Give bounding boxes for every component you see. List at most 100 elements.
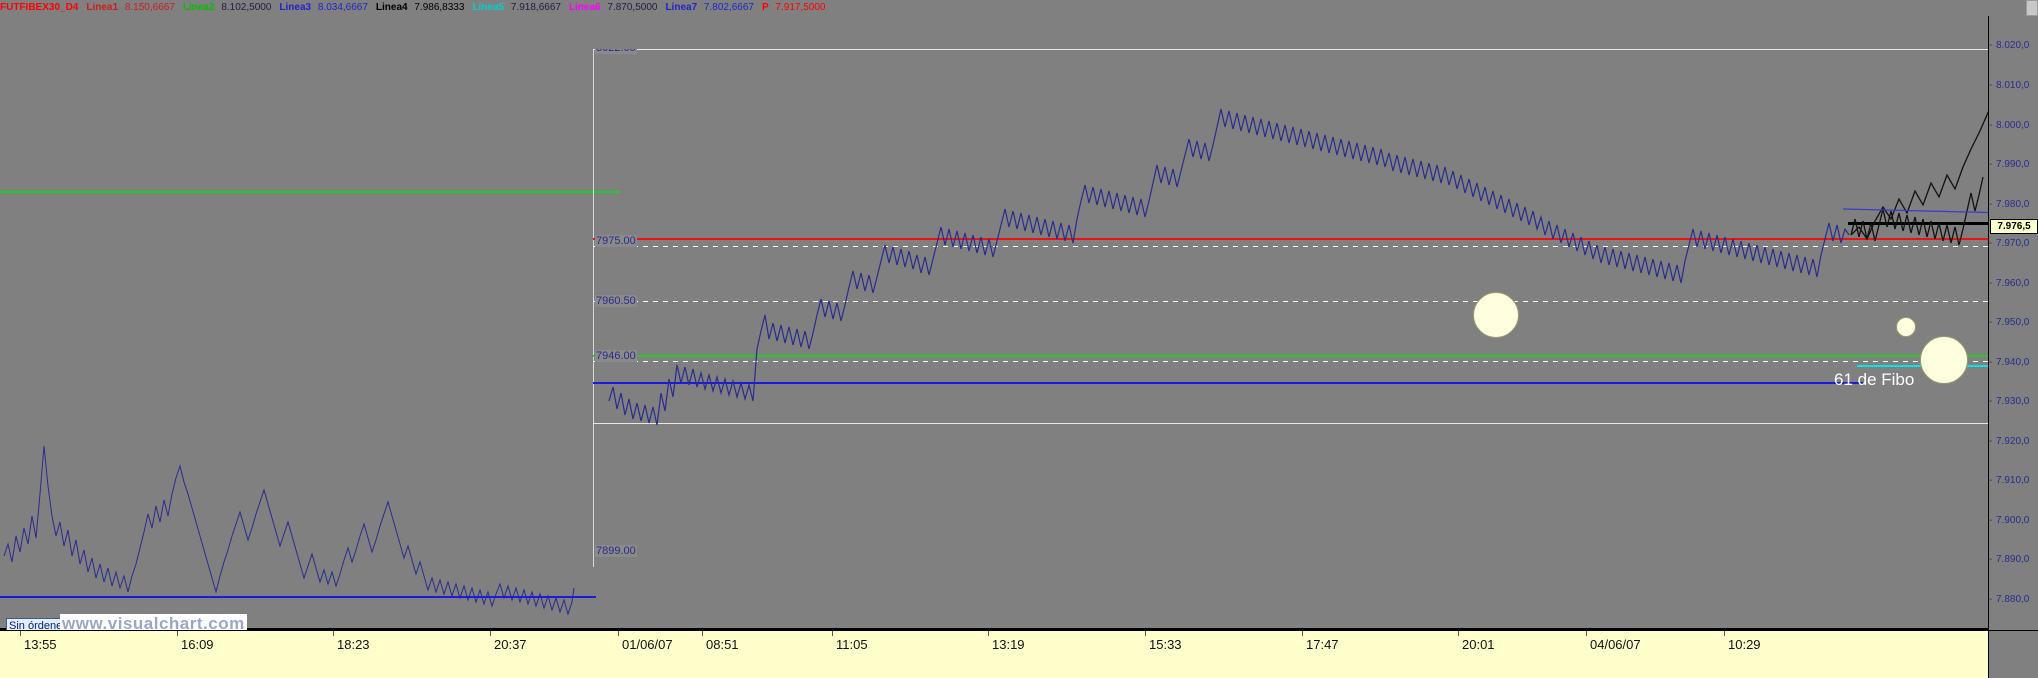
- recent-price-series: [1850, 176, 1984, 246]
- time-axis-tick-label: 13:55: [24, 637, 57, 652]
- subwindow-bottom-rule: [593, 423, 1988, 424]
- fibo-annotation-label: 61 de Fibo: [1834, 370, 1915, 389]
- indicator-legend-item[interactable]: Linea6 7.870,5000: [569, 2, 662, 13]
- price-axis-tick: -7.940,0: [1989, 357, 2030, 368]
- time-axis-tick-label: 11:05: [836, 637, 868, 652]
- time-axis-tick-label: 13:19: [992, 637, 1025, 652]
- time-axis-tick-mark: [1724, 631, 1725, 636]
- level-line-7975: [593, 246, 1988, 247]
- price-tag-7960: 7960.50: [595, 295, 637, 307]
- time-axis-tick-mark: [177, 631, 178, 636]
- time-axis-tick-mark: [1458, 631, 1459, 636]
- price-axis-tick-label: 7.980,0: [1996, 199, 2030, 210]
- price-subwindow[interactable]: 8022.00 7975.00 7960.50 7946.00 7899.00: [593, 49, 1988, 567]
- time-axis-tick-mark: [832, 631, 833, 636]
- time-axis-tick-mark: [702, 631, 703, 636]
- price-axis-tick: -7.920,0: [1989, 436, 2030, 447]
- time-axis-tick-mark: [20, 631, 21, 636]
- price-axis-tick-label: 8.000,0: [1996, 120, 2030, 131]
- red-resistance-line: [593, 238, 1988, 240]
- indicator-legend-value: 7.986,8333: [411, 2, 465, 13]
- indicator-legend-item[interactable]: Linea3 8.034,6667: [279, 2, 372, 13]
- current-price-tag: 7.976,5: [1990, 219, 2038, 234]
- time-axis-tick-mark: [1586, 631, 1587, 636]
- price-axis-tick: -7.880,0: [1989, 594, 2030, 605]
- indicator-legend-label: Linea7: [665, 2, 698, 13]
- price-axis-tick-label: 7.990,0: [1996, 159, 2030, 170]
- level-line-7946: [593, 361, 1988, 362]
- time-axis-tick-label: 04/06/07: [1590, 637, 1641, 652]
- indicator-legend-label: Linea3: [279, 2, 312, 13]
- price-axis-tick-label: 7.970,0: [1996, 238, 2030, 249]
- indicator-legend-value: 8.102,5000: [218, 2, 272, 13]
- time-axis-tick-label: 10:29: [1728, 637, 1761, 652]
- price-tag-7946: 7946.00: [595, 350, 637, 362]
- indicator-legend-item[interactable]: P 7.917,5000: [762, 2, 830, 13]
- price-axis-tick-label: 7.940,0: [1996, 357, 2030, 368]
- price-axis-tick-label: 7.930,0: [1996, 396, 2030, 407]
- global-green-resistance-line: [0, 191, 620, 193]
- price-axis-tick: -8.020,0: [1989, 40, 2030, 51]
- window-right-gutter[interactable]: [2026, 0, 2038, 16]
- time-axis-tick-mark: [1302, 631, 1303, 636]
- price-tag-8022: 8022.00: [595, 49, 637, 54]
- indicator-legend-label: Linea2: [182, 2, 215, 13]
- chart-canvas[interactable]: 8022.00 7975.00 7960.50 7946.00 7899.00 …: [0, 16, 1988, 630]
- time-axis-tick-mark: [618, 631, 619, 636]
- price-axis-tick: -7.980,0: [1989, 199, 2030, 210]
- indicator-legend-item[interactable]: Linea7 7.802,6667: [665, 2, 758, 13]
- price-axis-tick: -7.970,0: [1989, 238, 2030, 249]
- time-axis-tick-label: 20:01: [1462, 637, 1495, 652]
- price-axis-tick-label: 7.890,0: [1996, 554, 2030, 565]
- indicator-legend-value: 7.802,6667: [701, 2, 754, 13]
- indicator-legend-label: P: [761, 2, 769, 13]
- indicator-legend-item[interactable]: Linea4 7.986,8333: [376, 2, 469, 13]
- main-price-series: [608, 108, 1850, 426]
- indicator-legend-label: FUTFIBEX30_D4: [0, 2, 79, 13]
- price-axis-tick-label: 7.880,0: [1996, 594, 2030, 605]
- overview-blue-support-line: [0, 596, 596, 598]
- time-axis-tick-mark: [988, 631, 989, 636]
- indicator-legend-label: Linea6: [568, 2, 601, 13]
- time-axis-tick-label: 16:09: [181, 637, 214, 652]
- level-line-7960: [593, 301, 1988, 302]
- indicator-legend-value: 7.918,6667: [508, 2, 561, 13]
- indicator-legend-label: Linea1: [86, 2, 119, 13]
- price-tag-7975: 7975.00: [595, 235, 637, 247]
- indicator-legend-label: Linea5: [472, 2, 505, 13]
- price-axis-tick-label: 7.900,0: [1996, 515, 2030, 526]
- price-axis-tick: -7.960,0: [1989, 278, 2030, 289]
- price-axis-tick-label: 7.910,0: [1996, 475, 2030, 486]
- price-axis-tick: -7.930,0: [1989, 396, 2030, 407]
- blue-support-line: [593, 382, 1863, 384]
- subwindow-top-rule: [593, 49, 1988, 50]
- watermark-label: www.visualchart.com: [60, 614, 247, 630]
- price-axis-tick: -7.990,0: [1989, 159, 2030, 170]
- highlight-ellipse-right-small: [1896, 317, 1916, 337]
- highlight-ellipse-right-large: [1920, 336, 1968, 384]
- time-axis-tick-mark: [1145, 631, 1146, 636]
- blue-trendline-fan: [1842, 208, 1988, 214]
- overview-price-series: [3, 445, 575, 616]
- time-axis-tick-label: 15:33: [1149, 637, 1182, 652]
- time-axis[interactable]: 13:55 16:09 18:23 20:37 01/06/07 08:51 11:05 13…: [0, 630, 1988, 678]
- indicator-legend-value: 8.150,6667: [122, 2, 175, 13]
- time-axis-tick-label: 20:37: [494, 637, 527, 652]
- price-axis-tick: -7.890,0: [1989, 554, 2030, 565]
- price-axis-tick: -8.000,0: [1989, 120, 2030, 131]
- price-tag-7899: 7899.00: [595, 545, 637, 557]
- price-axis-tick: -7.910,0: [1989, 475, 2030, 486]
- indicator-legend-value: 7.870,5000: [604, 2, 658, 13]
- time-axis-tick-label: 08:51: [706, 637, 739, 652]
- time-axis-tick-mark: [490, 631, 491, 636]
- indicator-legend-item[interactable]: Linea1 8.150,6667: [86, 2, 179, 13]
- indicator-legend-item[interactable]: FUTFIBEX30_D4: [0, 2, 82, 13]
- price-axis[interactable]: -8.020,0 -8.010,0 -8.000,0 -7.990,0 -7.980,0…: [1988, 16, 2038, 630]
- indicator-legend-item[interactable]: Linea2 8.102,5000: [183, 2, 276, 13]
- price-axis-tick-label: 7.950,0: [1996, 317, 2030, 328]
- highlight-ellipse-middle: [1473, 292, 1519, 338]
- green-support-line: [593, 355, 1988, 357]
- price-axis-tick-label: 8.020,0: [1996, 40, 2030, 51]
- indicator-legend-item[interactable]: Linea5 7.918,6667: [472, 2, 565, 13]
